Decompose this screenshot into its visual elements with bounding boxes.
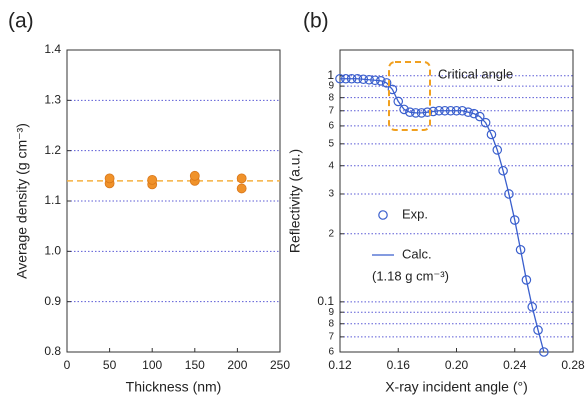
density-point <box>104 173 115 184</box>
y-tick-label: 7 <box>328 105 334 116</box>
legend-label: Exp. <box>402 206 428 221</box>
x-tick-label: 0 <box>64 358 71 372</box>
y-tick-label: 1.1 <box>44 193 61 207</box>
density-point <box>236 173 247 184</box>
y-tick-label: 1.2 <box>44 143 61 157</box>
y-tick-label: 6 <box>328 121 334 132</box>
exp-point <box>504 189 514 199</box>
exp-point <box>486 129 497 140</box>
exp-point <box>527 302 538 312</box>
density-point <box>147 174 158 185</box>
y-tick-label: 2 <box>328 228 334 239</box>
x-tick-label: 50 <box>103 358 117 372</box>
y-axis-label: Average density (g cm⁻³) <box>14 123 30 279</box>
exp-point <box>480 117 491 128</box>
plot-frame <box>339 49 574 353</box>
exp-point <box>492 145 503 155</box>
exp-point <box>387 84 398 95</box>
plot-frame <box>66 49 281 353</box>
density-point <box>189 170 200 181</box>
exp-point <box>533 325 543 335</box>
exp-point <box>509 215 520 225</box>
x-axis-label: Thickness (nm) <box>126 379 222 395</box>
calc-line <box>340 78 545 353</box>
y-tick-label: 1.3 <box>44 93 61 107</box>
y-tick-label: 5 <box>328 138 334 149</box>
x-tick-label: 0.20 <box>445 358 469 372</box>
exp-point <box>393 96 404 107</box>
x-axis-label: X-ray incident angle (°) <box>385 379 528 395</box>
y-tick-label: 1 <box>327 68 334 82</box>
y-tick-label: 9 <box>328 307 334 318</box>
y-tick-label: 6 <box>328 347 334 358</box>
panel-label: (b) <box>303 10 329 33</box>
y-tick-label: 3 <box>328 189 334 200</box>
x-tick-label: 150 <box>185 358 205 372</box>
x-tick-label: 0.28 <box>561 358 585 372</box>
x-tick-label: 100 <box>142 358 162 372</box>
exp-point <box>515 244 526 255</box>
y-tick-label: 9 <box>328 81 334 92</box>
y-tick-label: 0.1 <box>317 294 334 308</box>
annotation: Critical angle <box>438 66 513 81</box>
x-tick-label: 0.16 <box>387 358 411 372</box>
exp-point <box>474 111 485 122</box>
y-tick-label: 4 <box>328 160 334 171</box>
density-point <box>236 183 247 194</box>
y-tick-label: 1.0 <box>44 244 61 258</box>
exp-point <box>521 275 532 285</box>
x-tick-label: 0.12 <box>328 358 352 372</box>
y-tick-label: 8 <box>328 92 334 103</box>
exp-point <box>399 104 409 115</box>
y-tick-label: 8 <box>328 318 334 329</box>
legend-marker <box>378 210 388 220</box>
x-tick-label: 0.24 <box>503 358 527 372</box>
exp-point <box>469 108 479 119</box>
exp-point <box>539 347 549 357</box>
legend-note: (1.18 g cm⁻³) <box>372 268 449 283</box>
y-tick-label: 7 <box>328 332 334 343</box>
y-tick-label: 1.4 <box>44 42 61 56</box>
x-tick-label: 200 <box>227 358 247 372</box>
y-axis-label: Reflectivity (a.u.) <box>287 149 303 253</box>
exp-point <box>463 107 473 117</box>
y-tick-label: 0.8 <box>44 344 61 358</box>
annotation-box <box>388 61 431 131</box>
x-tick-label: 250 <box>270 358 290 372</box>
legend-label: Calc. <box>402 246 432 261</box>
exp-point <box>498 165 508 176</box>
panel-label: (a) <box>8 10 34 33</box>
exp-point <box>381 78 392 88</box>
y-tick-label: 0.9 <box>44 294 61 308</box>
